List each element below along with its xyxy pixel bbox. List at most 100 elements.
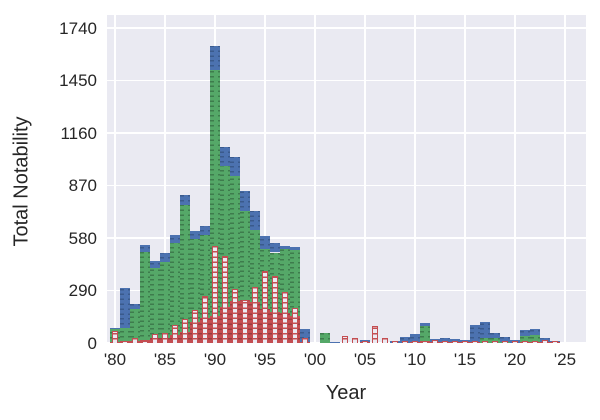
gridline-vertical — [514, 15, 516, 343]
gridline-horizontal — [107, 27, 586, 29]
bar-1994-green-filled — [250, 229, 260, 303]
bar-1996-blue-filled — [270, 243, 280, 253]
bar-1984-blue-filled — [150, 260, 160, 268]
outline-bar-1988 — [191, 310, 199, 343]
outline-bar-2008 — [391, 341, 399, 343]
bar-1989-blue-filled — [200, 226, 210, 236]
bar-2018-green-filled — [490, 338, 500, 343]
bar-1992-green-filled — [230, 176, 240, 302]
bar-1998-green-filled — [290, 249, 300, 316]
x-tick-label: '00 — [303, 350, 327, 369]
bar-1991-blue-filled — [220, 146, 230, 166]
bar-2022-green-filled — [530, 334, 540, 343]
bar-1998-blue-filled — [290, 247, 300, 250]
outline-bar-2018 — [491, 341, 499, 343]
bar-2021-blue-filled — [520, 330, 530, 336]
bar-1984-green-filled — [150, 267, 160, 339]
bar-2017-blue-filled — [480, 322, 490, 338]
outline-bar-1989 — [201, 295, 209, 343]
bar-1981-green-filled — [120, 327, 130, 342]
gridline-vertical — [414, 15, 416, 343]
outline-bar-2010 — [411, 341, 419, 343]
x-axis-label: Year — [325, 382, 367, 404]
outline-bar-1992 — [231, 288, 239, 343]
outline-bar-1983 — [141, 341, 149, 343]
bar-1993-blue-filled — [240, 190, 250, 211]
y-tick-label: 0 — [87, 333, 97, 353]
gridline-horizontal — [107, 184, 586, 187]
outline-bar-2009 — [401, 341, 409, 343]
bar-1991-green-filled — [220, 165, 230, 307]
x-tick-label: '25 — [553, 350, 577, 369]
outline-bar-2007 — [381, 338, 389, 343]
gridline-vertical — [314, 15, 316, 343]
outline-bar-1998 — [291, 307, 299, 343]
outline-bar-2019 — [501, 341, 509, 343]
gridline-vertical — [164, 15, 166, 343]
bar-1980-blue-filled — [110, 327, 120, 330]
outline-bar-1990 — [211, 246, 219, 343]
outline-bar-2003 — [341, 335, 349, 343]
bar-1985-green-filled — [160, 261, 170, 338]
bar-1982-blue-filled — [130, 304, 140, 309]
bar-1986-green-filled — [170, 243, 180, 335]
y-tick-label: 1450 — [59, 71, 97, 90]
x-tick-label: '05 — [353, 350, 377, 369]
outline-bar-1984 — [151, 333, 159, 343]
bar-2014-blue-filled — [450, 338, 460, 343]
outline-bar-2022 — [531, 341, 539, 343]
bar-1992-blue-filled — [230, 156, 240, 177]
bar-1990-green-filled — [210, 69, 220, 316]
outline-bar-2012 — [431, 340, 439, 343]
gridline-horizontal — [107, 132, 586, 134]
bar-1982-green-filled — [130, 308, 140, 342]
bar-2018-blue-filled — [490, 333, 500, 339]
bar-1988-blue-filled — [190, 230, 200, 239]
outline-bar-2014 — [451, 341, 459, 343]
bar-2001-green-filled — [320, 333, 330, 343]
outline-bar-2023 — [541, 340, 549, 343]
outline-bar-2011 — [421, 340, 429, 343]
bar-2021-green-filled — [520, 335, 530, 343]
outline-bar-2020 — [511, 341, 519, 343]
y-axis-label: Total Notability — [10, 116, 33, 247]
outline-bar-2016 — [471, 341, 479, 343]
outline-bar-2004 — [351, 337, 359, 343]
bar-1990-blue-filled — [210, 46, 220, 70]
bar-1997-green-filled — [280, 248, 290, 314]
plot-area — [107, 15, 586, 344]
x-tick-label: '90 — [203, 350, 227, 369]
outline-bar-2024 — [551, 341, 559, 343]
bar-1983-green-filled — [140, 251, 150, 341]
outline-bar-1993 — [241, 299, 249, 343]
bar-1995-blue-filled — [260, 236, 270, 249]
outline-bar-1987 — [181, 319, 189, 343]
bar-1989-green-filled — [200, 235, 210, 318]
y-tick-label: 290 — [68, 281, 97, 300]
outline-bar-1994 — [251, 286, 259, 343]
bar-2011-green-filled — [420, 325, 430, 342]
outline-bar-1982 — [131, 337, 139, 343]
bar-2013-blue-filled — [440, 337, 450, 343]
gridline-vertical — [114, 15, 116, 343]
gridline-horizontal — [107, 237, 586, 239]
x-tick-label: '20 — [503, 350, 527, 369]
outline-bar-2015 — [461, 341, 469, 343]
gridline-vertical — [464, 15, 466, 343]
bar-2010-blue-filled — [410, 333, 420, 343]
outline-bar-2021 — [521, 341, 529, 343]
bar-1986-blue-filled — [170, 235, 180, 244]
bar-2019-blue-filled — [500, 336, 510, 343]
outline-bar-2017 — [481, 341, 489, 343]
gridline-vertical — [564, 15, 566, 343]
outline-bar-1986 — [171, 324, 179, 343]
outline-bar-1997 — [281, 292, 289, 343]
outline-bar-1985 — [161, 333, 169, 343]
bar-2022-blue-filled — [530, 328, 540, 335]
bar-1983-blue-filled — [140, 245, 150, 252]
bar-1987-blue-filled — [180, 194, 190, 206]
x-tick-label: '95 — [253, 350, 277, 369]
outline-bar-2006 — [371, 325, 379, 343]
outline-bar-1991 — [221, 256, 229, 343]
